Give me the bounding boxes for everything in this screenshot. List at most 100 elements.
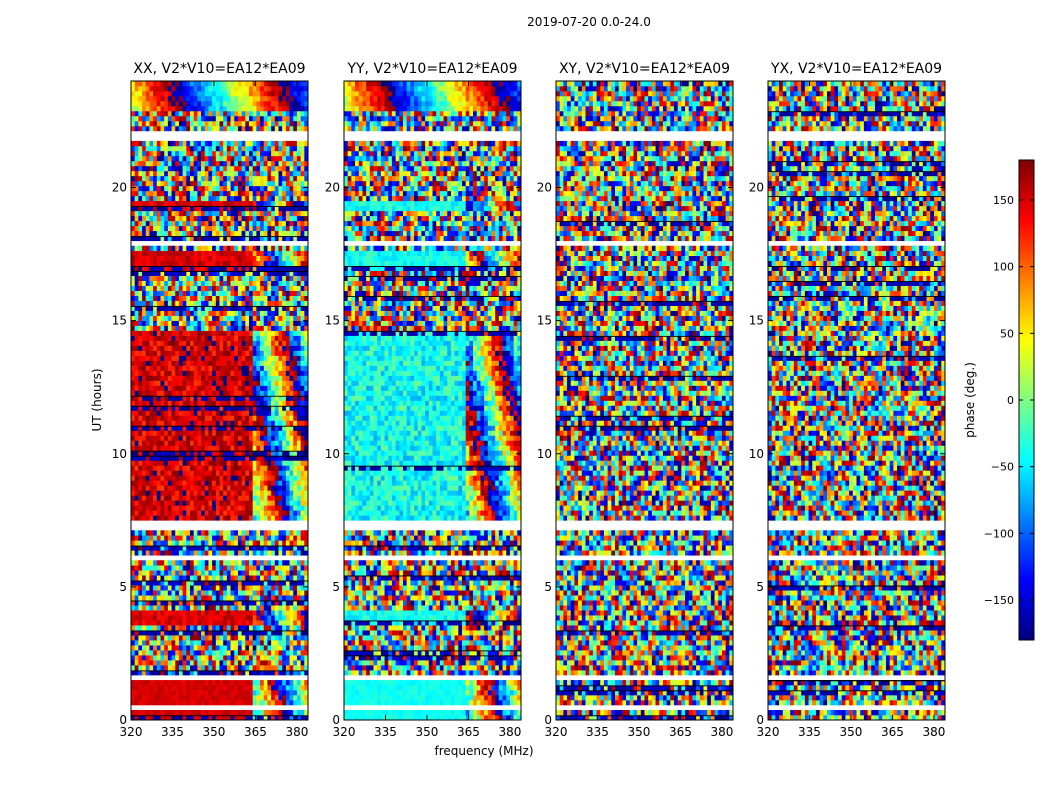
heatmap-cell (245, 570, 249, 575)
heatmap-cell (238, 590, 242, 595)
heatmap-cell (135, 700, 139, 705)
heatmap-cell (194, 665, 198, 670)
heatmap-cell (197, 480, 201, 485)
heatmap-cell (201, 690, 205, 695)
heatmap-cell (275, 635, 279, 640)
heatmap-cell (197, 440, 201, 445)
heatmap-cell (153, 655, 157, 660)
heatmap-cell (297, 680, 301, 685)
heatmap-cell (238, 570, 242, 575)
heatmap-cell (227, 620, 231, 625)
heatmap-cell (194, 490, 198, 495)
heatmap-cell (197, 505, 201, 510)
heatmap-cell (264, 620, 268, 625)
heatmap-cell (183, 510, 187, 515)
heatmap-cell (260, 540, 264, 545)
heatmap-cell (256, 530, 260, 535)
heatmap-cell (208, 590, 212, 595)
heatmap-cell (205, 480, 209, 485)
heatmap-cell (238, 625, 242, 630)
heatmap-cell (186, 645, 190, 650)
heatmap-cell (297, 465, 301, 470)
heatmap-cell (153, 695, 157, 700)
heatmap-cell (208, 460, 212, 465)
heatmap-cell (279, 485, 283, 490)
heatmap-cell (161, 505, 165, 510)
heatmap-cell (256, 470, 260, 475)
heatmap-cell (197, 560, 201, 565)
heatmap-cell (212, 620, 216, 625)
heatmap-cell (172, 685, 176, 690)
heatmap-cell (190, 625, 194, 630)
heatmap-cell (234, 575, 238, 580)
heatmap-cell (197, 700, 201, 705)
heatmap-cell (201, 615, 205, 620)
heatmap-cell (275, 530, 279, 535)
heatmap-cell (260, 440, 264, 445)
heatmap-cell (149, 625, 153, 630)
heatmap-cell (205, 485, 209, 490)
heatmap-cell (175, 470, 179, 475)
heatmap-cell (149, 565, 153, 570)
heatmap-cell (161, 650, 165, 655)
heatmap-cell (220, 475, 224, 480)
heatmap-cell (179, 515, 183, 520)
heatmap-cell (220, 700, 224, 705)
heatmap-cell (275, 480, 279, 485)
heatmap-cell (245, 685, 249, 690)
heatmap-cell (271, 465, 275, 470)
heatmap-cell (175, 440, 179, 445)
heatmap-cell (275, 685, 279, 690)
heatmap-cell (168, 480, 172, 485)
heatmap-cell (223, 680, 227, 685)
heatmap-cell (242, 590, 246, 595)
heatmap-cell (172, 645, 176, 650)
heatmap-cell (290, 495, 294, 500)
heatmap-cell (168, 615, 172, 620)
heatmap-cell (212, 650, 216, 655)
heatmap-cell (231, 700, 235, 705)
heatmap-cell (164, 645, 168, 650)
heatmap-cell (256, 610, 260, 615)
heatmap-cell (183, 615, 187, 620)
heatmap-cell (172, 445, 176, 450)
heatmap-cell (297, 495, 301, 500)
heatmap-cell (245, 530, 249, 535)
heatmap-cell (282, 625, 286, 630)
heatmap-cell (234, 710, 238, 715)
heatmap-cell (264, 650, 268, 655)
heatmap-cell (183, 690, 187, 695)
heatmap-cell (149, 690, 153, 695)
heatmap-cell (142, 470, 146, 475)
heatmap-cell (223, 660, 227, 665)
heatmap-cell (197, 590, 201, 595)
heatmap-cell (264, 490, 268, 495)
heatmap-cell (271, 710, 275, 715)
heatmap-cell (172, 625, 176, 630)
heatmap-cell (131, 515, 135, 520)
heatmap-cell (279, 650, 283, 655)
heatmap-cell (286, 465, 290, 470)
heatmap-cell (297, 700, 301, 705)
heatmap-cell (227, 595, 231, 600)
heatmap-cell (183, 625, 187, 630)
heatmap-cell (175, 590, 179, 595)
heatmap-cell (175, 505, 179, 510)
heatmap-cell (267, 660, 271, 665)
heatmap-cell (286, 605, 290, 610)
heatmap-cell (157, 540, 161, 545)
heatmap-cell (172, 710, 176, 715)
heatmap-cell (220, 645, 224, 650)
heatmap-cell (194, 615, 198, 620)
heatmap-cell (149, 500, 153, 505)
heatmap-cell (212, 540, 216, 545)
heatmap-cell (282, 575, 286, 580)
heatmap-cell (138, 435, 142, 440)
heatmap-cell (183, 540, 187, 545)
heatmap-cell (183, 490, 187, 495)
heatmap-cell (227, 485, 231, 490)
heatmap-cell (216, 605, 220, 610)
heatmap-cell (286, 560, 290, 565)
heatmap-cell (190, 495, 194, 500)
heatmap-cell (279, 655, 283, 660)
